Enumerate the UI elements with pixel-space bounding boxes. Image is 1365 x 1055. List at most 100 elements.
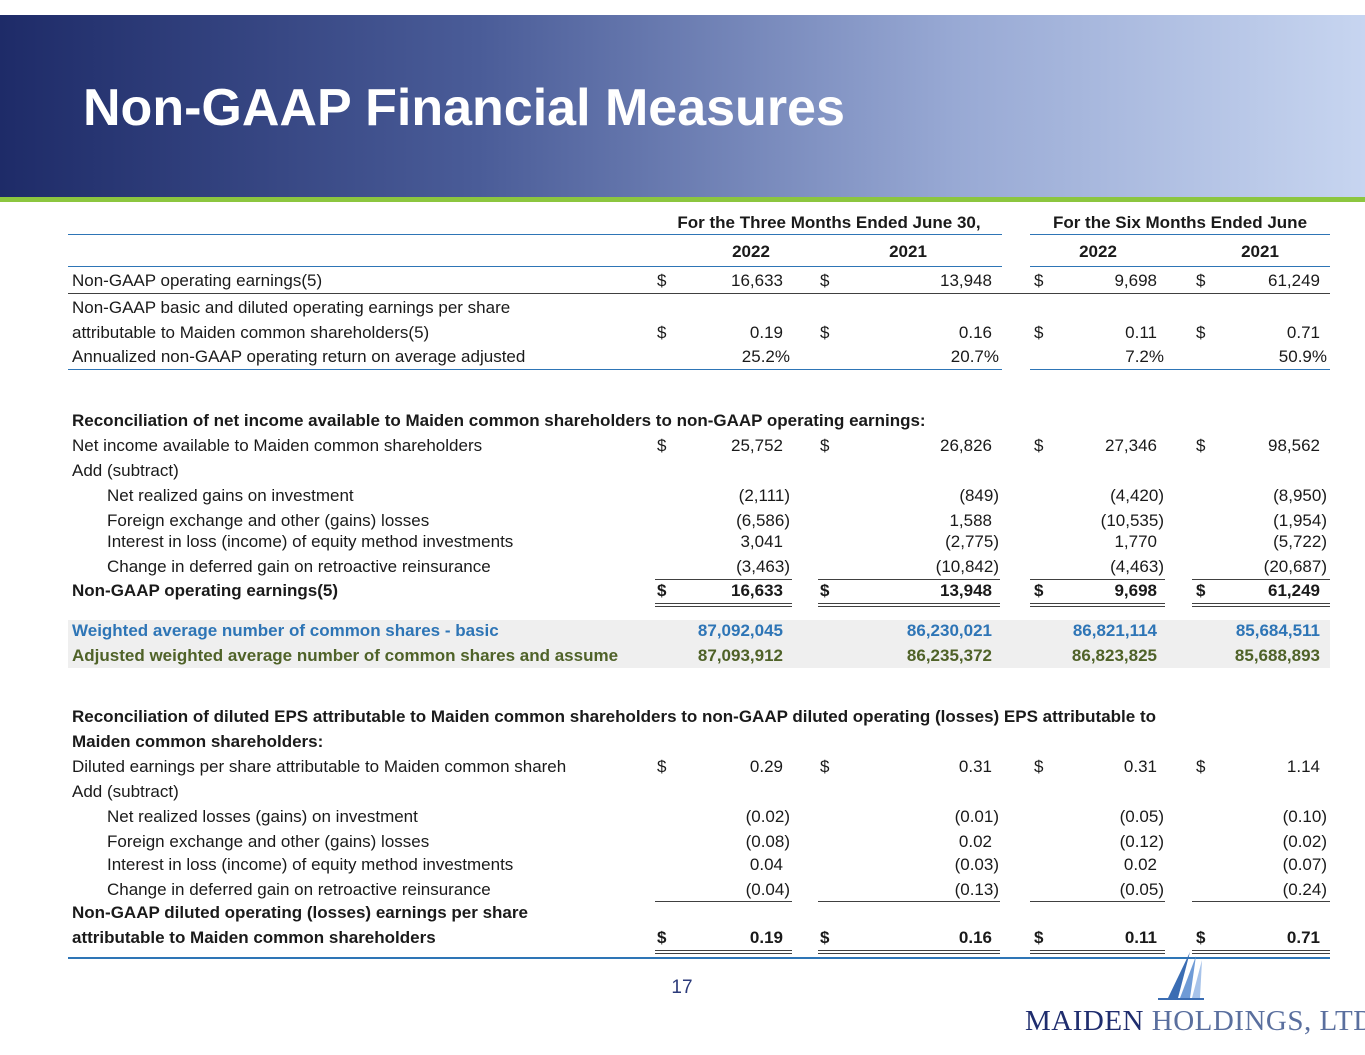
currency-sign: $ (1034, 323, 1044, 342)
cell-value: 0.29 (749, 757, 783, 776)
logo: MAIDEN HOLDINGS, LTD. (1025, 1005, 1365, 1038)
cell-value: (0.02) (1282, 832, 1327, 851)
cell-value: 0.04 (749, 855, 783, 874)
cell-value: 25,752 (731, 436, 783, 455)
cell-value: (2,111) (738, 486, 790, 505)
rule (1030, 234, 1330, 235)
rule (655, 950, 792, 951)
rule (68, 293, 1330, 294)
cell-value: (4,420) (1110, 486, 1164, 505)
cell-value: (0.10) (1282, 807, 1327, 826)
rule (1192, 603, 1330, 604)
rule (818, 953, 1000, 954)
row-label: Add (subtract) (72, 782, 179, 801)
row-label: attributable to Maiden common shareholde… (72, 928, 436, 947)
header-rule (0, 197, 1365, 202)
currency-sign: $ (1196, 436, 1206, 455)
row-label: Maiden common shareholders: (72, 732, 324, 751)
currency-sign: $ (820, 581, 830, 600)
cell-value: (0.02) (745, 807, 790, 826)
cell-value: (4,463) (1110, 557, 1164, 576)
cell-value: 85,688,893 (1234, 646, 1320, 665)
cell-value: 0.31 (958, 757, 992, 776)
row-label: Non-GAAP operating earnings(5) (72, 271, 323, 290)
row-label: Diluted earnings per share attributable … (72, 757, 567, 776)
rule (655, 606, 792, 607)
currency-sign: $ (657, 436, 667, 455)
cell-value: (0.03) (954, 855, 999, 874)
currency-sign: $ (1196, 271, 1206, 290)
row-label: Change in deferred gain on retroactive r… (107, 557, 491, 576)
cell-value: (1,954) (1273, 511, 1327, 530)
cell-value: 0.16 (958, 323, 992, 342)
currency-sign: $ (1196, 928, 1206, 947)
row-label: Reconciliation of net income available t… (72, 411, 926, 430)
cell-value: 1,770 (1114, 532, 1157, 551)
cell-value: 26,826 (940, 436, 992, 455)
page-number: 17 (671, 977, 693, 998)
rule (68, 369, 1002, 370)
rule (655, 603, 792, 604)
cell-value: (0.12) (1119, 832, 1164, 851)
logo-suffix: HOLDINGS, LTD. (1151, 1005, 1365, 1037)
cell-value: 0.31 (1123, 757, 1157, 776)
currency-sign: $ (657, 928, 667, 947)
rule (655, 953, 792, 954)
cell-value: (20,687) (1263, 557, 1327, 576)
row-label: Net realized gains on investment (107, 486, 354, 505)
cell-value: (0.24) (1282, 880, 1327, 899)
cell-value: (10,535) (1100, 511, 1164, 530)
cell-value: 1.14 (1286, 757, 1320, 776)
currency-sign: $ (657, 323, 667, 342)
row-label: Foreign exchange and other (gains) losse… (107, 511, 430, 530)
header-band (0, 15, 1365, 197)
row-label: Net realized losses (gains) on investmen… (107, 807, 418, 826)
cell-value: (8,950) (1273, 486, 1327, 505)
rule (68, 266, 1002, 267)
currency-sign: $ (1034, 581, 1044, 600)
cell-value: 16,633 (731, 581, 783, 600)
row-label: Reconciliation of diluted EPS attributab… (72, 707, 1157, 726)
currency-sign: $ (820, 928, 830, 947)
year-header: 2021 (1241, 242, 1279, 261)
cell-value: 87,092,045 (697, 621, 783, 640)
cell-value: (0.01) (954, 807, 999, 826)
currency-sign: $ (820, 436, 830, 455)
rule (1192, 950, 1330, 951)
row-label: Non-GAAP diluted operating (losses) earn… (72, 903, 528, 922)
cell-value: 86,235,372 (906, 646, 992, 665)
rule (1030, 606, 1165, 607)
cell-value: 86,823,825 (1071, 646, 1157, 665)
year-header: 2022 (732, 242, 770, 261)
rule (1030, 950, 1165, 951)
cell-value: 7.2% (1125, 347, 1164, 366)
rule (1030, 369, 1330, 370)
currency-sign: $ (820, 271, 830, 290)
row-label: Adjusted weighted average number of comm… (72, 646, 619, 665)
cell-value: (0.13) (954, 880, 999, 899)
cell-value: (10,842) (935, 557, 999, 576)
cell-value: 0.02 (958, 832, 992, 851)
period-header: For the Six Months Ended June (1052, 213, 1308, 232)
cell-value: 0.19 (749, 928, 783, 947)
currency-sign: $ (1034, 271, 1044, 290)
logo-icon (1158, 952, 1204, 1000)
cell-value: 1,588 (949, 511, 992, 530)
cell-value: 98,562 (1268, 436, 1320, 455)
cell-value: (3,463) (736, 557, 790, 576)
currency-sign: $ (657, 581, 667, 600)
band-shade (68, 620, 1330, 668)
rule (818, 606, 1000, 607)
year-header: 2022 (1079, 242, 1117, 261)
rule (68, 957, 1330, 959)
cell-value: (6,586) (736, 511, 790, 530)
currency-sign: $ (820, 757, 830, 776)
row-label: Interest in loss (income) of equity meth… (107, 855, 514, 874)
cell-value: 85,684,511 (1235, 621, 1320, 640)
cell-value: 13,948 (940, 581, 992, 600)
cell-value: 13,948 (940, 271, 992, 290)
cell-value: (0.07) (1282, 855, 1327, 874)
cell-value: 50.9% (1278, 347, 1327, 366)
row-label: Add (subtract) (72, 461, 179, 480)
currency-sign: $ (820, 323, 830, 342)
